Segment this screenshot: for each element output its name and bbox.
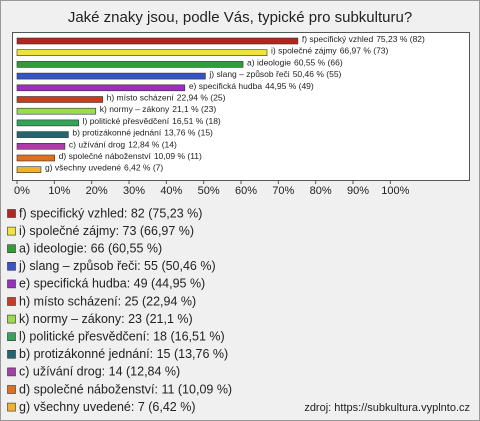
legend-swatch xyxy=(7,385,16,394)
bar xyxy=(16,96,103,103)
legend-swatch xyxy=(7,402,16,412)
value-label: 75,23 % (82) xyxy=(376,34,425,44)
x-tick-label: 80% xyxy=(310,185,332,197)
bar xyxy=(16,143,66,150)
legend-label: l) politické přesvědčení: 18 (16,51 %) xyxy=(19,329,225,343)
legend-label: g) všechny uvedené: 7 (6,42 %) xyxy=(19,400,196,414)
legend-label: d) společné náboženství: 11 (10,09 %) xyxy=(19,382,232,396)
legend-swatch xyxy=(7,332,16,342)
category-label: k) normy – zákony xyxy=(100,104,170,114)
bar-label: d) společné náboženství 10,09 % (11) xyxy=(59,151,202,161)
bar xyxy=(16,37,299,45)
legend-label: c) užívání drog: 14 (12,84 %) xyxy=(19,365,180,379)
x-tick-label: 40% xyxy=(160,185,182,197)
x-tick-label: 70% xyxy=(272,185,294,197)
x-tick-label: 20% xyxy=(86,185,108,197)
legend-swatch xyxy=(7,314,16,324)
category-label: c) užívání drog xyxy=(69,140,125,150)
plot-area xyxy=(12,32,470,181)
bar-label: b) protizákonné jednání 13,76 % (15) xyxy=(72,128,213,138)
value-label: 21,1 % (23) xyxy=(172,104,216,114)
value-label: 44,95 % (49) xyxy=(265,81,314,91)
x-tick-label: 90% xyxy=(347,185,369,197)
legend-swatch xyxy=(7,279,16,289)
source: zdroj: https://subkultura.vyplnto.cz xyxy=(304,402,470,414)
bar xyxy=(16,107,97,115)
legend-label: i) společné zájmy: 73 (66,97 %) xyxy=(19,224,194,238)
x-tick-label: 50% xyxy=(198,185,220,197)
bar-label: g) všechny uvedené 6,42 % (7) xyxy=(45,163,163,173)
legend-swatch xyxy=(7,226,16,236)
category-label: f) specifický vzhled xyxy=(302,34,374,44)
category-label: e) specifická hudba xyxy=(189,81,263,91)
category-label: d) společné náboženství xyxy=(59,151,152,161)
legend-swatch xyxy=(7,261,16,271)
bar-label: a) ideologie 60,55 % (66) xyxy=(247,58,343,68)
category-label: h) místo scházení xyxy=(107,93,175,103)
value-label: 16,51 % (18) xyxy=(172,116,221,126)
bar xyxy=(16,154,55,162)
bar-label: c) užívání drog 12,84 % (14) xyxy=(69,140,177,150)
bar xyxy=(16,49,268,57)
bar-label: i) společné zájmy 66,97 % (73) xyxy=(271,46,389,56)
legend-label: f) specifický vzhled: 82 (75,23 %) xyxy=(19,206,202,220)
x-tick-label: 0% xyxy=(14,185,30,197)
value-label: 12,84 % (14) xyxy=(128,140,177,150)
category-label: b) protizákonné jednání xyxy=(72,128,161,138)
category-label: j) slang – způsob řeči xyxy=(208,69,289,79)
value-label: 6,42 % (7) xyxy=(124,163,163,173)
legend-label: a) ideologie: 66 (60,55 %) xyxy=(19,241,162,255)
bar xyxy=(16,119,79,127)
bar-label: j) slang – způsob řeči 50,46 % (55) xyxy=(208,69,341,79)
x-tick-label: 100% xyxy=(381,185,409,197)
x-tick-label: 30% xyxy=(123,185,145,197)
legend-label: e) specifická hudba: 49 (44,95 %) xyxy=(19,277,205,291)
bar xyxy=(16,72,206,80)
x-tick-label: 10% xyxy=(48,185,70,197)
bar-label: k) normy – zákony 21,1 % (23) xyxy=(100,104,217,114)
legend-label: j) slang – způsob řeči: 55 (50,46 %) xyxy=(18,259,216,273)
value-label: 22,94 % (25) xyxy=(177,93,226,103)
x-tick-label: 60% xyxy=(235,185,257,197)
legend-swatch xyxy=(7,244,16,253)
legend-label: b) protizákonné jednání: 15 (13,76 %) xyxy=(19,347,228,361)
legend-swatch xyxy=(7,297,16,306)
legend-swatch xyxy=(7,367,16,377)
legend-label: k) normy – zákony: 23 (21,1 %) xyxy=(19,312,193,326)
legend-swatch xyxy=(7,209,16,218)
legend-swatch xyxy=(7,349,16,359)
category-label: g) všechny uvedené xyxy=(45,163,121,173)
bar xyxy=(16,131,69,138)
category-label: a) ideologie xyxy=(247,58,291,68)
bar-label: h) místo scházení 22,94 % (25) xyxy=(107,93,226,103)
bar-label: f) specifický vzhled 75,23 % (82) xyxy=(302,34,425,44)
value-label: 66,97 % (73) xyxy=(340,46,389,56)
value-label: 60,55 % (66) xyxy=(294,58,343,68)
legend-label: h) místo scházení: 25 (22,94 %) xyxy=(19,294,196,308)
value-label: 50,46 % (55) xyxy=(293,69,342,79)
bar-label: l) politické přesvědčení 16,51 % (18) xyxy=(83,116,221,126)
value-label: 13,76 % (15) xyxy=(164,128,213,138)
bar xyxy=(16,84,186,92)
chart-title: Jaké znaky jsou, podle Vás, typické pro … xyxy=(68,9,412,26)
category-label: i) společné zájmy xyxy=(271,46,337,56)
bar-label: e) specifická hudba 44,95 % (49) xyxy=(189,81,314,91)
bar xyxy=(16,166,42,173)
value-label: 10,09 % (11) xyxy=(154,151,202,161)
bar xyxy=(16,61,244,68)
category-label: l) politické přesvědčení xyxy=(83,116,170,126)
